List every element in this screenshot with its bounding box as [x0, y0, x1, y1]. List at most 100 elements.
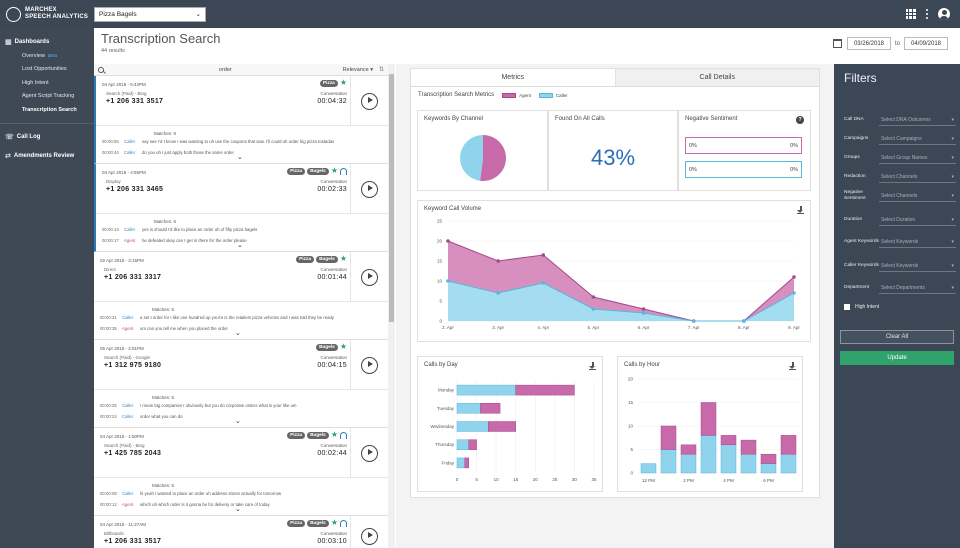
help-icon[interactable]: ? [796, 116, 804, 124]
download-icon[interactable] [789, 362, 796, 370]
play-button[interactable] [361, 268, 378, 286]
filter-label: Duration [844, 217, 863, 222]
keyword-call-volume-card: Keyword Call Volume 0 5 10 15 20 25 2. Apr 3. A… [417, 200, 811, 342]
caller-line [447, 280, 795, 322]
x-tick-label: 9. Apr [788, 325, 800, 330]
expand-chevron-icon[interactable]: ⌄ [235, 418, 241, 425]
date-from-input[interactable]: 03/26/2018 [846, 37, 891, 50]
sidebar-item-overview[interactable]: Overview Beta [22, 52, 58, 59]
checkbox[interactable] [844, 304, 850, 310]
calendar-icon[interactable] [832, 39, 842, 48]
filter-select[interactable]: Select Channels ▾ [879, 190, 956, 202]
play-button[interactable] [361, 356, 378, 374]
account-select[interactable]: Pizza Bagels ⌄ [94, 6, 206, 22]
filter-select[interactable]: Select Group Names ▾ [879, 152, 956, 164]
sort-order-icon[interactable]: ⇅ [378, 67, 384, 73]
date-to-input[interactable]: 04/09/2018 [904, 37, 948, 50]
call-card[interactable]: 04 Apr 2018 - 11:27AM Billboards +1 206 … [94, 516, 388, 548]
play-button[interactable] [361, 92, 378, 110]
filter-select[interactable]: Select DNA Outcomes ▾ [879, 114, 956, 126]
apps-grid-icon[interactable] [905, 9, 916, 19]
sidebar-item-transcription-search[interactable]: Transcription Search [22, 106, 77, 113]
marchex-logo-icon [6, 6, 21, 22]
call-card[interactable]: 04 Apr 2018 - 5:42PM Search (Paid) - Bin… [94, 76, 388, 164]
download-icon[interactable] [589, 362, 596, 370]
expand-chevron-icon[interactable]: ⌄ [235, 506, 241, 513]
filter-select[interactable]: Select Duration ▾ [879, 214, 956, 226]
call-type: Conversation [320, 179, 347, 184]
tab-metrics[interactable]: Metrics [411, 69, 615, 86]
play-button[interactable] [361, 527, 378, 545]
transcript-line[interactable]: 00:00:24 Caller order what you can do [100, 414, 370, 419]
agent-bar [740, 439, 757, 455]
transcript-line[interactable]: 00:00:35 Agent um can you tell me when y… [100, 326, 370, 331]
date-range: 03/26/2018 to 04/09/2018 [832, 37, 948, 50]
caret-down-icon: ▾ [951, 135, 954, 142]
search-input[interactable]: order [218, 66, 232, 73]
sidebar-item-high-intent[interactable]: High Intent [22, 79, 49, 86]
transcript-line[interactable]: 00:00:13 Caller yes is should I'd like t… [102, 227, 372, 232]
user-account-icon[interactable] [938, 8, 950, 20]
filter-row: Redaction Select Channels ▾ [844, 171, 956, 183]
caller-point [792, 291, 796, 295]
download-icon[interactable] [797, 206, 804, 214]
high-intent-checkbox[interactable]: High Intent [844, 304, 879, 310]
sort-select[interactable]: Relevance ▾ [342, 66, 373, 73]
expand-chevron-icon[interactable]: ⌄ [237, 154, 243, 161]
transcript-line[interactable]: 00:00:44 Caller do you uh I just apply b… [102, 150, 372, 155]
agent-bar [488, 421, 516, 432]
list-scrollbar[interactable] [388, 64, 395, 548]
caller-bar [456, 439, 469, 450]
call-results-list: order Relevance ▾ ⇅ 04 Apr 2018 - 5:42PM… [94, 64, 389, 548]
call-card[interactable]: 05 Apr 2018 - 2:51PM Search (Paid) - Goo… [94, 340, 388, 428]
filter-select[interactable]: Select Channels ▾ [879, 171, 956, 183]
caller-phone: +1 206 331 3317 [104, 274, 162, 281]
expand-chevron-icon[interactable]: ⌄ [235, 330, 241, 337]
transcript-line[interactable]: 00:00:21 Caller a set I order for I like… [100, 315, 370, 320]
line-speaker: Caller [124, 139, 136, 144]
expand-chevron-icon[interactable]: ⌄ [237, 242, 243, 249]
x-tick-label: 2. Apr [442, 325, 454, 330]
play-button[interactable] [361, 180, 378, 198]
call-card[interactable]: 02 Apr 2018 - 3:15PM Direct +1 206 331 3… [94, 252, 388, 340]
sidebar-item-agent-script-tracking[interactable]: Agent Script Tracking [22, 93, 75, 100]
brand-name: MARCHEX [25, 7, 57, 13]
legend-caller: Caller [555, 92, 568, 98]
line-timestamp: 00:00:13 [102, 227, 119, 232]
sidebar-section-dashboards[interactable]: ▦ Dashboards [5, 39, 50, 46]
sidebar-item-amendments-review[interactable]: ⇄ Amendments Review [5, 152, 75, 160]
x-tick-label: 12 PM [642, 478, 655, 483]
agent-bar [468, 439, 477, 450]
tag-badge: Pizza [296, 255, 315, 263]
play-button[interactable] [361, 444, 378, 462]
headphones-icon [340, 431, 347, 439]
call-type: Conversation [320, 443, 347, 448]
filter-select[interactable]: Select Keywords ▾ [879, 236, 956, 248]
sidebar-item-lost-opportunities[interactable]: Lost Opportunities [22, 66, 67, 73]
line-timestamp: 00:00:44 [102, 150, 119, 155]
transcript-line[interactable]: 00:00:08 Caller hi yeah I wanted to plac… [100, 491, 370, 496]
call-card[interactable]: 04 Apr 2018 - 1:50PM Search (Paid) - Bin… [94, 428, 388, 516]
update-button[interactable]: Update [840, 351, 954, 365]
metrics-title-row: Transcription Search Metrics Agent Calle… [418, 92, 568, 98]
pie-slice-agent [480, 135, 506, 181]
scrollbar-thumb[interactable] [389, 74, 394, 322]
filter-select[interactable]: Select Keywords ▾ [879, 260, 956, 272]
filter-row: Department Select Departments ▾ [844, 282, 956, 294]
transcript-line[interactable]: 00:00:55 Caller say see I'd I know I was… [102, 139, 372, 144]
caller-point [496, 291, 500, 295]
filter-select[interactable]: Select Campaigns ▾ [879, 133, 956, 145]
transcript-line[interactable]: 00:00:25 Caller I mean big companies I o… [100, 403, 370, 408]
clear-all-button[interactable]: Clear All [840, 330, 954, 344]
call-card[interactable]: 03 Apr 2018 - 4:55PM Display +1 206 331 … [94, 164, 388, 252]
more-menu-icon[interactable] [925, 8, 928, 20]
filter-placeholder: Select DNA Outcomes [881, 116, 931, 123]
transcript-line[interactable]: 00:00:12 Agent which uh which order is i… [100, 502, 370, 507]
filter-select[interactable]: Select Departments ▾ [879, 282, 956, 294]
tab-call-details[interactable]: Call Details [614, 69, 819, 86]
sidebar-item-call-log[interactable]: ☏ Call Log [5, 133, 41, 141]
negative-caller-row: 0% 0% [685, 161, 802, 178]
tag-badge: Bagels [316, 343, 338, 351]
transcript-line[interactable]: 00:00:17 Agent he defeated okay can I ge… [102, 238, 372, 243]
call-date: 02 Apr 2018 - 3:15PM [100, 258, 144, 263]
